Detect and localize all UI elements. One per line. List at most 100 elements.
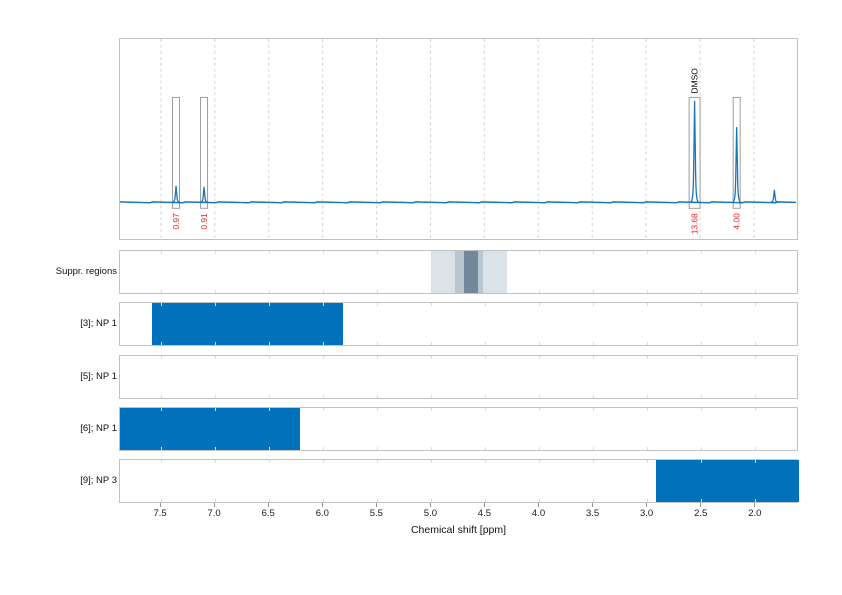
region-3-panel bbox=[119, 302, 798, 346]
axis-tick bbox=[375, 503, 377, 507]
axis-tick-label: 4.5 bbox=[477, 508, 491, 519]
panel-edge-tick bbox=[214, 356, 216, 359]
panel-edge-tick bbox=[160, 460, 162, 463]
panel-edge-tick bbox=[376, 303, 378, 306]
panel-edge-tick bbox=[268, 303, 270, 306]
spectrum-panel: 0.97 0.91 13.68 DMSO 4.00 bbox=[119, 38, 798, 240]
panel-edge-tick bbox=[701, 408, 703, 411]
panel-edge-tick bbox=[376, 290, 378, 293]
panel-edge-tick bbox=[214, 460, 216, 463]
panel-edge-tick bbox=[647, 342, 649, 345]
panel-edge-tick bbox=[539, 251, 540, 254]
panel-edge-tick bbox=[322, 447, 324, 450]
panel-edge-tick bbox=[539, 447, 540, 450]
axis-tick-label: 6.0 bbox=[315, 508, 329, 519]
panel-edge-tick bbox=[430, 499, 432, 502]
axis-tick-label: 3.0 bbox=[639, 508, 654, 519]
panel-edge-tick bbox=[376, 460, 378, 463]
spectrum-baseline bbox=[120, 201, 797, 204]
axis-tick bbox=[213, 503, 215, 507]
axis-tick-label: 6.5 bbox=[261, 508, 275, 519]
panel-edge-tick bbox=[539, 342, 540, 345]
panel-edge-tick bbox=[701, 251, 703, 254]
panel-edge-tick bbox=[268, 356, 270, 359]
axis-tick bbox=[646, 503, 648, 507]
panel-edge-tick bbox=[268, 408, 270, 411]
panel-edge-tick bbox=[214, 499, 216, 502]
panel-edge-tick bbox=[322, 499, 324, 502]
row-label: [9]; NP 3 bbox=[80, 475, 117, 486]
panel-edge-tick bbox=[322, 251, 324, 254]
spectrum-peak bbox=[689, 100, 700, 204]
axis-tick-label: 5.5 bbox=[369, 508, 383, 519]
panel-edge-tick bbox=[755, 408, 757, 411]
panel-edge-tick bbox=[268, 395, 270, 398]
panel-edge-tick bbox=[593, 290, 595, 293]
spectrum-peak bbox=[199, 186, 209, 204]
spectrum-peak bbox=[732, 126, 742, 204]
axis-tick-label: 4.0 bbox=[531, 508, 546, 519]
panel-edge-tick bbox=[647, 251, 649, 254]
panel-edge-tick bbox=[160, 395, 162, 398]
spectrum-plot: 0.97 0.91 13.68 DMSO 4.00 bbox=[120, 39, 797, 239]
panel-edge-tick bbox=[701, 303, 703, 306]
panel-edge-tick bbox=[430, 342, 432, 345]
panel-edge-tick bbox=[430, 251, 432, 254]
row-label: Suppr. regions bbox=[55, 266, 117, 277]
region-6-panel bbox=[119, 407, 798, 451]
panel-edge-tick bbox=[755, 303, 757, 306]
axis-tick bbox=[429, 503, 431, 507]
panel-edge-tick bbox=[376, 499, 378, 502]
panel-edge-tick bbox=[701, 499, 703, 502]
panel-edge-tick bbox=[268, 499, 270, 502]
panel-edge-tick bbox=[430, 460, 432, 463]
panel-edge-tick bbox=[484, 290, 486, 293]
panel-edge-tick bbox=[755, 447, 757, 450]
axis-tick-label: 7.0 bbox=[207, 508, 221, 519]
integral-box bbox=[732, 96, 741, 209]
panel-edge-tick bbox=[268, 290, 270, 293]
integral-box bbox=[200, 96, 209, 209]
panel-edge-tick bbox=[701, 395, 703, 398]
integral-box bbox=[172, 96, 181, 209]
panel-edge-tick bbox=[376, 447, 378, 450]
panel-edge-tick bbox=[430, 408, 432, 411]
panel-edge-tick bbox=[701, 342, 703, 345]
panel-edge-tick bbox=[268, 460, 270, 463]
panel-edge-tick bbox=[593, 447, 595, 450]
axis-tick bbox=[538, 503, 539, 507]
panel-edge-tick bbox=[160, 303, 162, 306]
row-label: [6]; NP 1 bbox=[80, 423, 117, 434]
region-9-panel bbox=[119, 459, 799, 503]
region-bar bbox=[120, 408, 300, 450]
region-bar bbox=[656, 460, 799, 502]
panel-edge-tick bbox=[701, 460, 703, 463]
panel-edge-tick bbox=[322, 303, 324, 306]
axis-tick bbox=[700, 503, 702, 507]
panel-edge-tick bbox=[268, 342, 270, 345]
panel-edge-tick bbox=[539, 460, 540, 463]
panel-edge-tick bbox=[539, 395, 540, 398]
panel-edge-tick bbox=[755, 290, 757, 293]
panel-edge-tick bbox=[755, 342, 757, 345]
axis-tick-label: 2.0 bbox=[748, 508, 762, 519]
panel-edge-tick bbox=[593, 395, 595, 398]
panel-edge-tick bbox=[214, 251, 216, 254]
region-5-panel bbox=[119, 355, 798, 399]
panel-edge-tick bbox=[430, 356, 432, 359]
panel-edge-tick bbox=[647, 303, 649, 306]
panel-edge-tick bbox=[647, 395, 649, 398]
panel-edge-tick bbox=[322, 408, 324, 411]
panel-edge-tick bbox=[539, 356, 540, 359]
axis-tick-label: 3.5 bbox=[585, 508, 600, 519]
panel-edge-tick bbox=[214, 290, 216, 293]
axis-tick bbox=[592, 503, 594, 507]
axis-tick bbox=[267, 503, 269, 507]
integral-value-label: 13.68 bbox=[690, 213, 700, 234]
panel-edge-tick bbox=[160, 251, 162, 254]
axis-tick bbox=[754, 503, 756, 507]
panel-edge-tick bbox=[647, 356, 649, 359]
axis-tick-label: 2.5 bbox=[694, 508, 708, 519]
panel-edge-tick bbox=[160, 356, 162, 359]
